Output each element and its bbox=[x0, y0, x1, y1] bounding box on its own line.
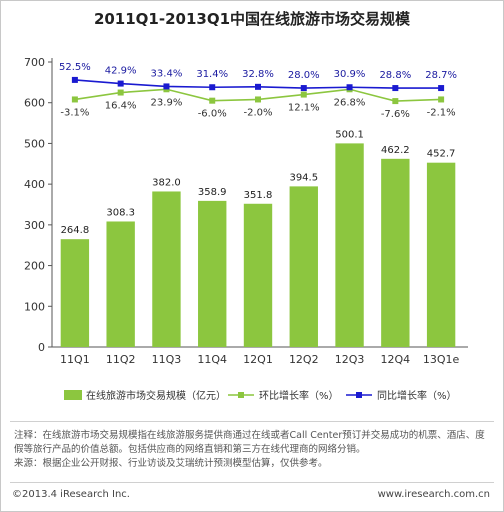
bar-value-label: 308.3 bbox=[106, 207, 135, 218]
bar-value-label: 500.1 bbox=[335, 129, 364, 140]
series-marker bbox=[71, 76, 78, 83]
rate-label: 42.9% bbox=[105, 66, 137, 77]
chart-svg: 0 100 200 300 400 500 600 700 11Q1 11Q2 11Q3 11Q4 12… bbox=[24, 56, 468, 402]
legend-label: 同比增长率（%） bbox=[377, 389, 457, 402]
y-tick-label: 700 bbox=[24, 56, 45, 69]
rate-label: -3.1% bbox=[60, 107, 89, 118]
rate-label: 28.7% bbox=[425, 70, 457, 81]
rate-label: 52.5% bbox=[59, 62, 91, 73]
source-text: 来源：根据企业公开财报、行业访谈及艾瑞统计预测模型估算，仅供参考。 bbox=[14, 458, 328, 469]
bar-value-label: 358.9 bbox=[198, 187, 227, 198]
bar-value-label: 382.0 bbox=[152, 177, 181, 188]
series-marker bbox=[300, 91, 307, 98]
rate-label: 28.8% bbox=[379, 70, 411, 81]
bar-value-label: 351.8 bbox=[244, 190, 273, 201]
legend-swatch-marker bbox=[356, 392, 362, 398]
y-tick-label: 500 bbox=[24, 137, 45, 150]
rate-label: 30.9% bbox=[334, 69, 366, 80]
series-marker bbox=[255, 83, 261, 90]
bar bbox=[243, 203, 273, 347]
y-tick-label: 0 bbox=[38, 341, 45, 354]
rate-label: 12.1% bbox=[288, 103, 320, 114]
series-marker bbox=[392, 98, 399, 105]
series-marker bbox=[438, 85, 445, 92]
rate-label: 33.4% bbox=[151, 68, 183, 79]
rate-label: -6.0% bbox=[198, 109, 227, 120]
series-marker bbox=[71, 96, 78, 103]
legend-swatch-marker bbox=[238, 392, 244, 398]
x-tick-label: 12Q2 bbox=[289, 353, 319, 366]
y-tick-label: 200 bbox=[24, 260, 45, 273]
rate-label: -2.1% bbox=[427, 107, 456, 118]
x-tick-label: 11Q3 bbox=[152, 353, 182, 366]
bar bbox=[106, 221, 135, 347]
bar-value-label: 394.5 bbox=[289, 172, 318, 183]
series-marker bbox=[346, 84, 353, 91]
rate-label: 16.4% bbox=[105, 101, 137, 112]
series-marker bbox=[117, 80, 124, 87]
series-marker bbox=[255, 96, 261, 103]
x-tick-label: 11Q4 bbox=[197, 353, 227, 366]
y-tick-label: 600 bbox=[24, 97, 45, 110]
x-tick-label: 12Q4 bbox=[381, 353, 411, 366]
legend-label: 在线旅游市场交易规模（亿元） bbox=[86, 389, 226, 402]
series-marker bbox=[163, 83, 170, 90]
bar-value-label: 452.7 bbox=[427, 149, 456, 160]
footer-divider bbox=[10, 482, 494, 483]
rate-label: 26.8% bbox=[334, 97, 366, 108]
bar bbox=[426, 162, 456, 347]
x-tick-label: 12Q3 bbox=[335, 353, 365, 366]
rate-label: 32.8% bbox=[242, 69, 274, 80]
bar bbox=[335, 143, 364, 347]
x-tick-label: 13Q1e bbox=[423, 353, 460, 366]
bar bbox=[381, 158, 410, 347]
bar bbox=[60, 239, 90, 347]
series-marker bbox=[392, 85, 399, 92]
x-tick-label: 11Q1 bbox=[60, 353, 90, 366]
rate-label: 23.9% bbox=[151, 97, 183, 108]
rate-label: 28.0% bbox=[288, 70, 320, 81]
bar bbox=[152, 191, 181, 347]
chart-note: 注释：在线旅游市场交易规模指在线旅游服务提供商通过在线或者Call Center… bbox=[14, 429, 492, 471]
legend-label: 环比增长率（%） bbox=[259, 389, 339, 402]
y-tick-label: 100 bbox=[24, 300, 45, 313]
series-marker bbox=[209, 97, 216, 104]
y-tick-label: 400 bbox=[24, 178, 45, 191]
series-marker bbox=[209, 84, 216, 91]
rate-label: 31.4% bbox=[196, 69, 228, 80]
legend-swatch-bar bbox=[64, 390, 82, 400]
bar bbox=[289, 186, 318, 347]
note-text: 注释：在线旅游市场交易规模指在线旅游服务提供商通过在线或者Call Center… bbox=[14, 430, 485, 455]
copyright-text: ©2013.4 iResearch Inc. bbox=[12, 489, 130, 500]
note-divider bbox=[10, 421, 494, 422]
y-tick-label: 300 bbox=[24, 219, 45, 232]
rate-label: -7.6% bbox=[381, 109, 410, 120]
website-url: www.iresearch.com.cn bbox=[377, 489, 490, 500]
series-marker bbox=[117, 89, 124, 96]
bar-value-label: 462.2 bbox=[381, 145, 410, 156]
rate-label: -2.0% bbox=[243, 107, 272, 118]
x-tick-label: 12Q1 bbox=[243, 353, 273, 366]
chart-title: 2011Q1-2013Q1中国在线旅游市场交易规模 bbox=[93, 10, 411, 28]
bar bbox=[198, 200, 227, 347]
x-tick-label: 11Q2 bbox=[106, 353, 136, 366]
series-marker bbox=[300, 85, 307, 92]
series-marker bbox=[438, 96, 445, 103]
bar-value-label: 264.8 bbox=[61, 225, 90, 236]
